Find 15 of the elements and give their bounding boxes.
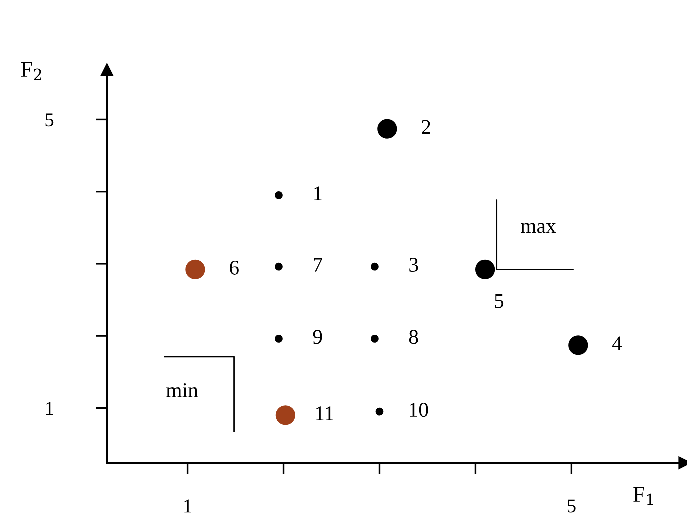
- x-axis-title: F$_{1}$: [634, 487, 654, 506]
- y-axis-title: F$_{2}$: [21, 62, 42, 80]
- annotation: 11: [316, 406, 334, 420]
- annotation: 6: [230, 260, 239, 275]
- annotation: 10: [410, 402, 428, 418]
- annotation: 7: [314, 258, 322, 272]
- annotation: 9: [313, 330, 322, 344]
- annotation: min: [166, 383, 198, 398]
- annotation: max: [520, 223, 556, 234]
- annotation: 8: [409, 330, 418, 344]
- annotation: 4: [612, 336, 622, 350]
- annotation: 5: [495, 294, 504, 308]
- annotation: 1: [314, 186, 322, 200]
- annotation: 3: [410, 258, 418, 272]
- annotation: 2: [422, 120, 430, 134]
